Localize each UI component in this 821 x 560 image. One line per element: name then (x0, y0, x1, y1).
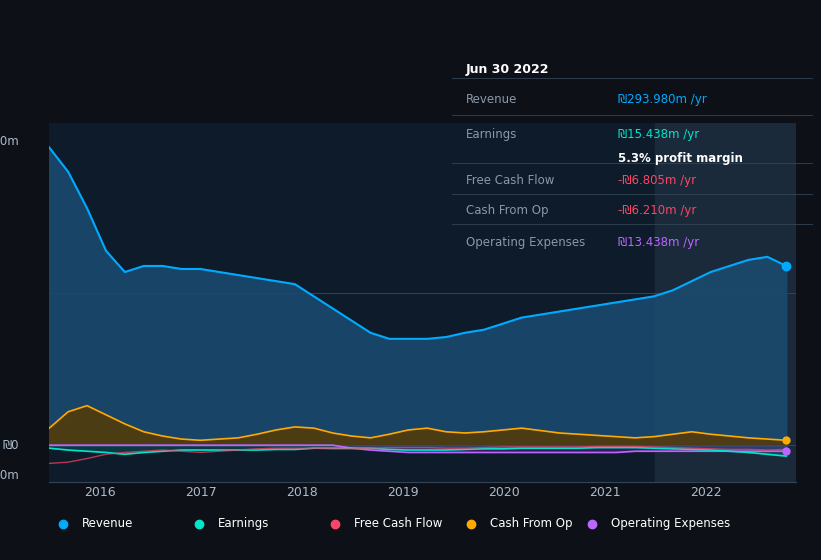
Text: ₪15.438m /yr: ₪15.438m /yr (617, 128, 699, 141)
Text: Operating Expenses: Operating Expenses (466, 236, 585, 249)
Text: ₪293.980m /yr: ₪293.980m /yr (617, 93, 706, 106)
Text: Jun 30 2022: Jun 30 2022 (466, 63, 549, 76)
Text: Earnings: Earnings (218, 517, 269, 530)
Text: -₪6.210m /yr: -₪6.210m /yr (617, 204, 696, 217)
Text: 5.3% profit margin: 5.3% profit margin (617, 152, 743, 165)
Text: ₪500m: ₪500m (0, 135, 20, 148)
Text: Revenue: Revenue (466, 93, 517, 106)
Text: Operating Expenses: Operating Expenses (611, 517, 730, 530)
Text: -₪6.805m /yr: -₪6.805m /yr (617, 174, 696, 187)
Bar (655, 123, 796, 482)
Text: Free Cash Flow: Free Cash Flow (354, 517, 443, 530)
Text: ₪0: ₪0 (3, 438, 20, 452)
Text: Revenue: Revenue (82, 517, 133, 530)
Text: Cash From Op: Cash From Op (490, 517, 572, 530)
Text: -₪50m: -₪50m (0, 469, 20, 482)
Text: Earnings: Earnings (466, 128, 517, 141)
Text: Cash From Op: Cash From Op (466, 204, 548, 217)
Text: ₪13.438m /yr: ₪13.438m /yr (617, 236, 699, 249)
Text: Free Cash Flow: Free Cash Flow (466, 174, 554, 187)
